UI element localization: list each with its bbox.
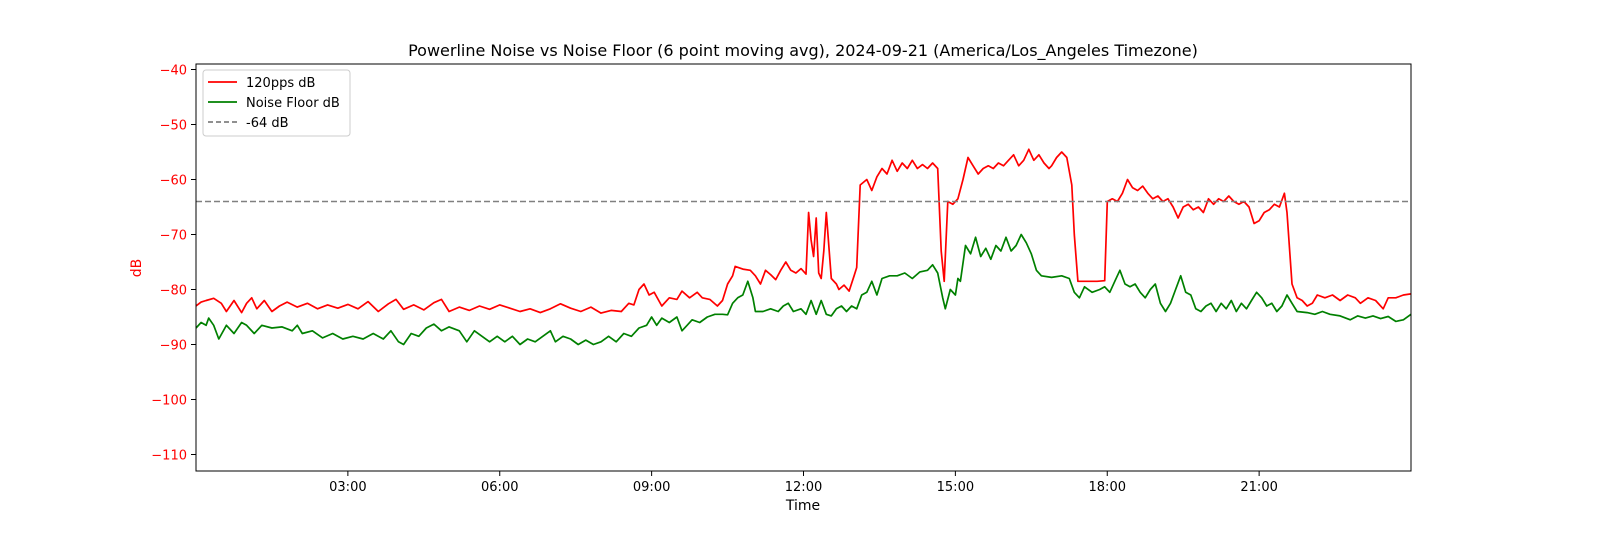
x-tick-label: 12:00 — [785, 480, 822, 495]
legend-label: Noise Floor dB — [246, 96, 340, 111]
y-tick-label: −60 — [160, 174, 187, 189]
legend-label: -64 dB — [246, 116, 289, 131]
x-tick-label: 21:00 — [1240, 480, 1277, 495]
y-tick-label: −110 — [151, 449, 187, 464]
y-tick-label: −50 — [160, 119, 187, 134]
x-tick-label: 03:00 — [329, 480, 366, 495]
y-tick-label: −70 — [160, 229, 187, 244]
y-axis: −40 −50 −60 −70 −80 −90 −100 −110 — [151, 64, 196, 464]
series-line-1 — [196, 148, 1411, 314]
x-axis-title: Time — [785, 498, 820, 514]
x-axis: 03:00 06:00 09:00 12:00 15:00 18:00 21:00 — [329, 471, 1278, 495]
y-tick-label: −100 — [151, 394, 187, 409]
plot-area — [195, 63, 1412, 472]
legend-label: 120pps dB — [246, 76, 315, 91]
chart-title: Powerline Noise vs Noise Floor (6 point … — [408, 41, 1198, 61]
plot-frame — [195, 63, 1412, 472]
legend-box — [202, 69, 351, 137]
y-tick-label: −80 — [160, 284, 187, 299]
x-tick-label: 06:00 — [481, 480, 518, 495]
y-axis-title: dB — [129, 259, 145, 278]
x-tick-label: 15:00 — [937, 480, 974, 495]
legend: 120pps dB Noise Floor dB -64 dB — [202, 69, 351, 137]
y-tick-label: −90 — [160, 339, 187, 354]
series-line-2 — [196, 233, 1411, 346]
x-tick-label: 18:00 — [1089, 480, 1126, 495]
x-tick-label: 09:00 — [633, 480, 670, 495]
y-tick-label: −40 — [160, 64, 187, 79]
